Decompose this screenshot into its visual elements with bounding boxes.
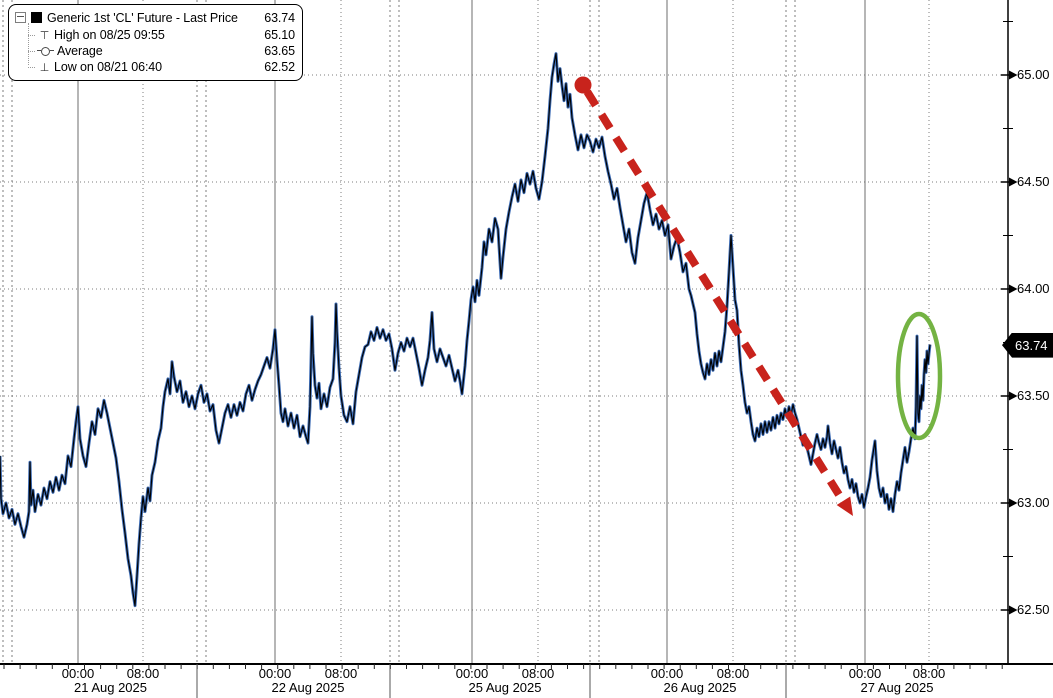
price-tick-arrow-icon <box>1009 391 1018 401</box>
legend-average-row: Average 63.65 <box>28 43 295 59</box>
high-marker-icon: ⊤ <box>39 28 50 42</box>
trend-arrow-start-dot <box>574 76 592 94</box>
price-axis-label: 65.00 <box>1017 67 1050 82</box>
price-axis-label: 62.50 <box>1017 602 1050 617</box>
date-label: 26 Aug 2025 <box>663 680 737 695</box>
legend-low-value: 62.52 <box>264 60 295 74</box>
legend-series-title: Generic 1st 'CL' Future - Last Price <box>47 10 238 25</box>
legend-last-price-value: 63.74 <box>264 10 295 25</box>
price-tick-arrow-icon <box>1009 284 1018 294</box>
trend-arrow-head-icon <box>836 496 853 516</box>
price-axis-label: 64.00 <box>1017 281 1050 296</box>
price-line <box>0 53 931 607</box>
price-tick-arrow-icon <box>1009 498 1018 508</box>
price-tick-arrow-icon <box>1009 70 1018 80</box>
time-tick-label: 08:00 <box>324 666 358 681</box>
legend-title-row: Generic 1st 'CL' Future - Last Price 63.… <box>15 8 295 27</box>
time-tick-label: 08:00 <box>912 666 946 681</box>
time-tick-label: 08:00 <box>126 666 160 681</box>
time-tick-label: 00:00 <box>61 666 95 681</box>
date-label: 21 Aug 2025 <box>73 680 148 695</box>
legend-high-value: 65.10 <box>264 28 295 42</box>
legend-high-row: ⊤ High on 08/25 09:55 65.10 <box>28 27 295 43</box>
time-tick-label: 08:00 <box>521 666 555 681</box>
time-tick-label: 00:00 <box>848 666 882 681</box>
low-marker-icon: ⊥ <box>39 60 50 74</box>
trend-arrow-shaft <box>583 89 850 509</box>
time-tick-label: 00:00 <box>650 666 684 681</box>
date-label: 27 Aug 2025 <box>860 680 934 695</box>
price-axis-label: 63.50 <box>1017 388 1050 403</box>
highlight-ellipse <box>895 311 943 441</box>
price-line-blue <box>0 52 932 608</box>
average-marker-icon <box>37 46 54 56</box>
price-axis-label: 63.00 <box>1017 495 1050 510</box>
legend-average-value: 63.65 <box>264 44 295 58</box>
date-label: 25 Aug 2025 <box>468 680 542 695</box>
legend-tree-connector <box>28 23 29 65</box>
legend-high-label: High on 08/25 09:55 <box>54 28 165 42</box>
time-tick-label: 00:00 <box>258 666 292 681</box>
price-tick-arrow-icon <box>1009 605 1018 615</box>
time-tick-label: 00:00 <box>455 666 489 681</box>
series-color-swatch <box>31 12 42 23</box>
chart-legend: Generic 1st 'CL' Future - Last Price 63.… <box>8 4 303 81</box>
date-label: 22 Aug 2025 <box>271 680 345 695</box>
last-price-badge: 63.74 <box>1002 332 1053 358</box>
legend-average-label: Average <box>57 44 103 58</box>
price-tick-arrow-icon <box>1009 177 1018 187</box>
legend-low-label: Low on 08/21 06:40 <box>54 60 163 74</box>
time-tick-label: 08:00 <box>716 666 750 681</box>
legend-stat-rows: ⊤ High on 08/25 09:55 65.10 Average 63.6… <box>15 23 295 75</box>
legend-low-row: ⊥ Low on 08/21 06:40 62.52 <box>28 59 295 75</box>
price-axis-label: 64.50 <box>1017 174 1050 189</box>
collapse-box-icon[interactable] <box>15 12 26 23</box>
